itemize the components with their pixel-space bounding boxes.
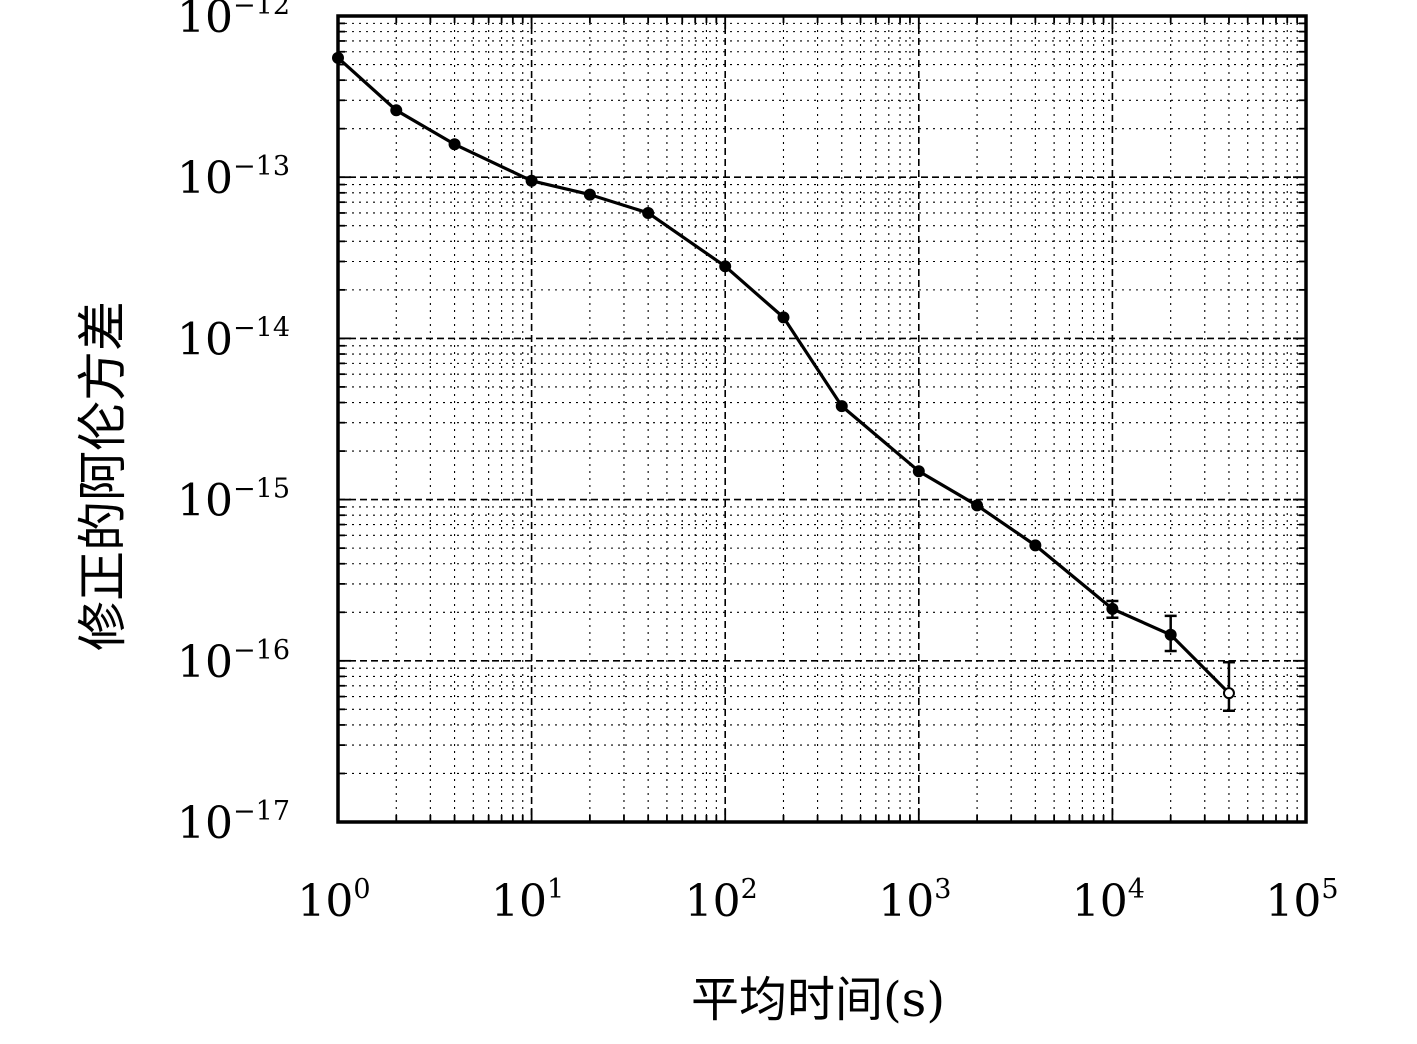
data-point [448,138,461,151]
data-point [1222,687,1235,700]
data-point [1164,628,1177,641]
y-axis-label: 修正的阿伦方差 [74,301,132,651]
x-tick-labels: 100 101 102 103 104 105 [297,874,1338,927]
data-point [971,499,984,512]
y-tick-label: 10−12 [177,0,290,43]
x-tick-label: 102 [685,874,758,927]
y-tick-labels: 10−12 10−13 10−14 10−15 10−16 10−17 [177,0,290,849]
grid-layer [338,16,1306,822]
y-tick-label: 10−14 [177,312,290,365]
x-tick-label: 100 [297,874,370,927]
data-point [777,311,790,324]
x-tick-label: 103 [878,874,951,927]
y-tick-label: 10−13 [177,151,290,204]
data-point [642,206,655,219]
series-layer [332,51,1235,712]
data-point [583,188,596,201]
data-point [390,104,403,117]
x-tick-label: 104 [1072,874,1145,927]
data-point [719,260,732,273]
data-point [1106,602,1119,615]
data-point [525,174,538,187]
data-point [912,465,925,478]
data-point [1029,539,1042,552]
minor-tick-layer [338,16,1306,822]
y-tick-label: 10−16 [177,635,290,688]
data-point [835,400,848,413]
x-axis-label: 平均时间(s) [691,972,945,1028]
x-tick-label: 105 [1265,874,1338,927]
x-tick-label: 101 [491,874,564,927]
y-tick-label: 10−17 [177,796,290,849]
plot-frame [336,14,1308,824]
y-tick-label: 10−15 [177,474,290,527]
